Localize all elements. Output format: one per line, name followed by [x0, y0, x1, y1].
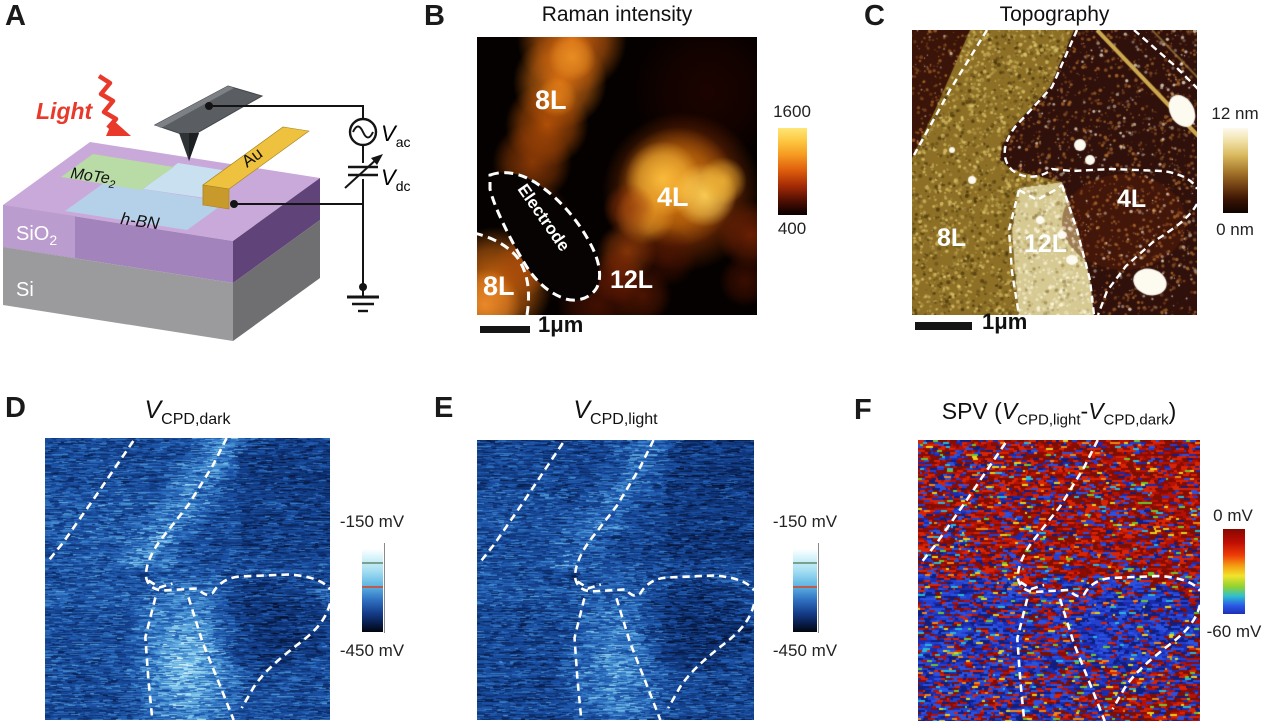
- spv-colorbar-min: -60 mV: [1206, 622, 1262, 641]
- light-label: Light: [36, 98, 94, 124]
- si-right-face: [233, 220, 320, 341]
- raman-map: 8L 4L 12L 8L Electrode: [477, 37, 757, 315]
- panel-letter-d: D: [5, 392, 26, 424]
- ground-icon: [347, 287, 379, 313]
- panel-letter-f: F: [854, 394, 872, 426]
- spv-map-canvas: [918, 440, 1200, 721]
- raman-colorbar-max: 1600: [773, 102, 811, 121]
- au-end-face: [202, 184, 230, 210]
- flake-boundary-dashes: [477, 232, 531, 315]
- flake-outline-dashes: [918, 440, 1200, 721]
- spv-map-overlay: [918, 440, 1200, 721]
- region-label-8l-top: 8L: [535, 85, 567, 115]
- cpd-light-map: [477, 440, 754, 720]
- flake-outline-dashes: [477, 440, 754, 720]
- dc-source-icon: [344, 156, 380, 189]
- sio2-label: SiO2: [16, 223, 57, 248]
- region-label-8l: 8L: [937, 224, 966, 252]
- vac-label: Vac: [381, 121, 410, 150]
- v-symbol: V: [1001, 398, 1018, 424]
- cpd-dark-colorbar-min: -450 mV: [339, 641, 405, 660]
- colorbar-tick: [362, 562, 383, 564]
- cpd-light-map-canvas: [477, 440, 754, 720]
- scalebar-b: [480, 326, 530, 333]
- region-label-12l: 12L: [610, 266, 653, 294]
- v-subscript: CPD,dark: [161, 411, 231, 428]
- colorbar-axis-line: [818, 543, 819, 633]
- v-symbol: V: [1088, 398, 1104, 424]
- colorbar-tick: [362, 586, 383, 588]
- sine-glyph: [352, 125, 374, 139]
- cpd-light-title: VCPD,light: [477, 396, 754, 429]
- raman-map-overlay: 8L 4L 12L 8L Electrode: [477, 85, 689, 315]
- cpd-dark-map-canvas: [45, 438, 330, 720]
- region-label-12l: 12L: [1024, 230, 1067, 258]
- spv-colorbar: [1223, 529, 1245, 614]
- colorbar-axis-line: [384, 543, 385, 633]
- scalebar-b-label: 1μm: [538, 312, 584, 337]
- topography-map: 8L 12L 4L: [912, 30, 1197, 315]
- cpd-dark-map: [45, 438, 330, 720]
- v-subscript: CPD,dark: [1103, 411, 1169, 429]
- mote2-label: MoTe2: [69, 165, 117, 191]
- raman-title: Raman intensity: [541, 3, 693, 26]
- region-label-4l: 4L: [1117, 185, 1146, 213]
- cpd-light-colorbar-min: -450 mV: [772, 641, 838, 660]
- colorbar-tick: [793, 586, 817, 588]
- cpd-dark-map-overlay: [45, 438, 330, 720]
- cpd-light-colorbar: [793, 549, 817, 632]
- dc-arrowhead: [371, 154, 383, 165]
- cpd-dark-title: VCPD,dark: [45, 396, 330, 429]
- sio2-front-light: [3, 205, 75, 258]
- topo-colorbar-min: 0 nm: [1216, 220, 1254, 239]
- cpd-light-map-overlay: [477, 440, 754, 720]
- scalebar-c: [915, 322, 972, 330]
- spv-map: [918, 440, 1200, 721]
- panel-letter-a: A: [5, 0, 26, 32]
- panel-letter-c: C: [864, 0, 885, 32]
- raman-colorbar-min: 400: [777, 219, 807, 238]
- topo-colorbar: [1223, 128, 1248, 213]
- light-arrowhead-icon: [106, 120, 131, 136]
- electrode-outline-dashes: [488, 171, 602, 302]
- spv-title: SPV (VCPD,light-VCPD,dark): [899, 398, 1219, 429]
- au-electrode-bar: [202, 126, 310, 210]
- mote2-patch: [61, 154, 174, 190]
- afm-cantilever: [153, 85, 264, 161]
- kpfm-setup-schematic: Au Light: [3, 74, 410, 341]
- cpd-dark-colorbar-max: -150 mV: [339, 512, 405, 531]
- region-label-4l: 4L: [657, 182, 689, 212]
- flake-outline-dashes: [912, 30, 1197, 315]
- hbn-patch: [65, 183, 226, 230]
- topography-title: Topography: [999, 3, 1110, 26]
- vdc-label: Vdc: [381, 165, 410, 194]
- topo-colorbar-max: 12 nm: [1211, 104, 1259, 123]
- raman-colorbar: [778, 128, 807, 215]
- light-wave-arrow-icon: [97, 74, 119, 130]
- panel-letter-e: E: [434, 392, 454, 424]
- spv-title-pre: SPV (: [941, 398, 1002, 424]
- spv-colorbar-max: 0 mV: [1213, 506, 1253, 525]
- topography-map-canvas: [912, 30, 1197, 315]
- scalebar-c-label: 1μm: [982, 309, 1028, 334]
- si-front-face: [3, 247, 233, 341]
- au-contact-dot: [230, 200, 238, 208]
- flake-outline-dashes: [45, 438, 330, 720]
- v-symbol: V: [144, 396, 162, 424]
- panel-letter-b: B: [424, 0, 445, 32]
- v-subscript: CPD,light: [590, 411, 658, 428]
- si-label: Si: [16, 279, 34, 301]
- colorbar-tick: [793, 562, 817, 564]
- v-symbol: V: [573, 396, 591, 424]
- v-subscript: CPD,light: [1017, 411, 1081, 429]
- topography-map-overlay: 8L 12L 4L: [912, 30, 1197, 315]
- circuit-wires: [209, 105, 364, 287]
- spv-title-post: ): [1168, 398, 1177, 424]
- tip-contact-dot: [205, 102, 213, 110]
- region-label-8l-bottom: 8L: [483, 271, 515, 301]
- minus-sign: -: [1080, 398, 1089, 424]
- cpd-light-colorbar-max: -150 mV: [772, 512, 838, 531]
- cpd-dark-colorbar: [362, 549, 383, 632]
